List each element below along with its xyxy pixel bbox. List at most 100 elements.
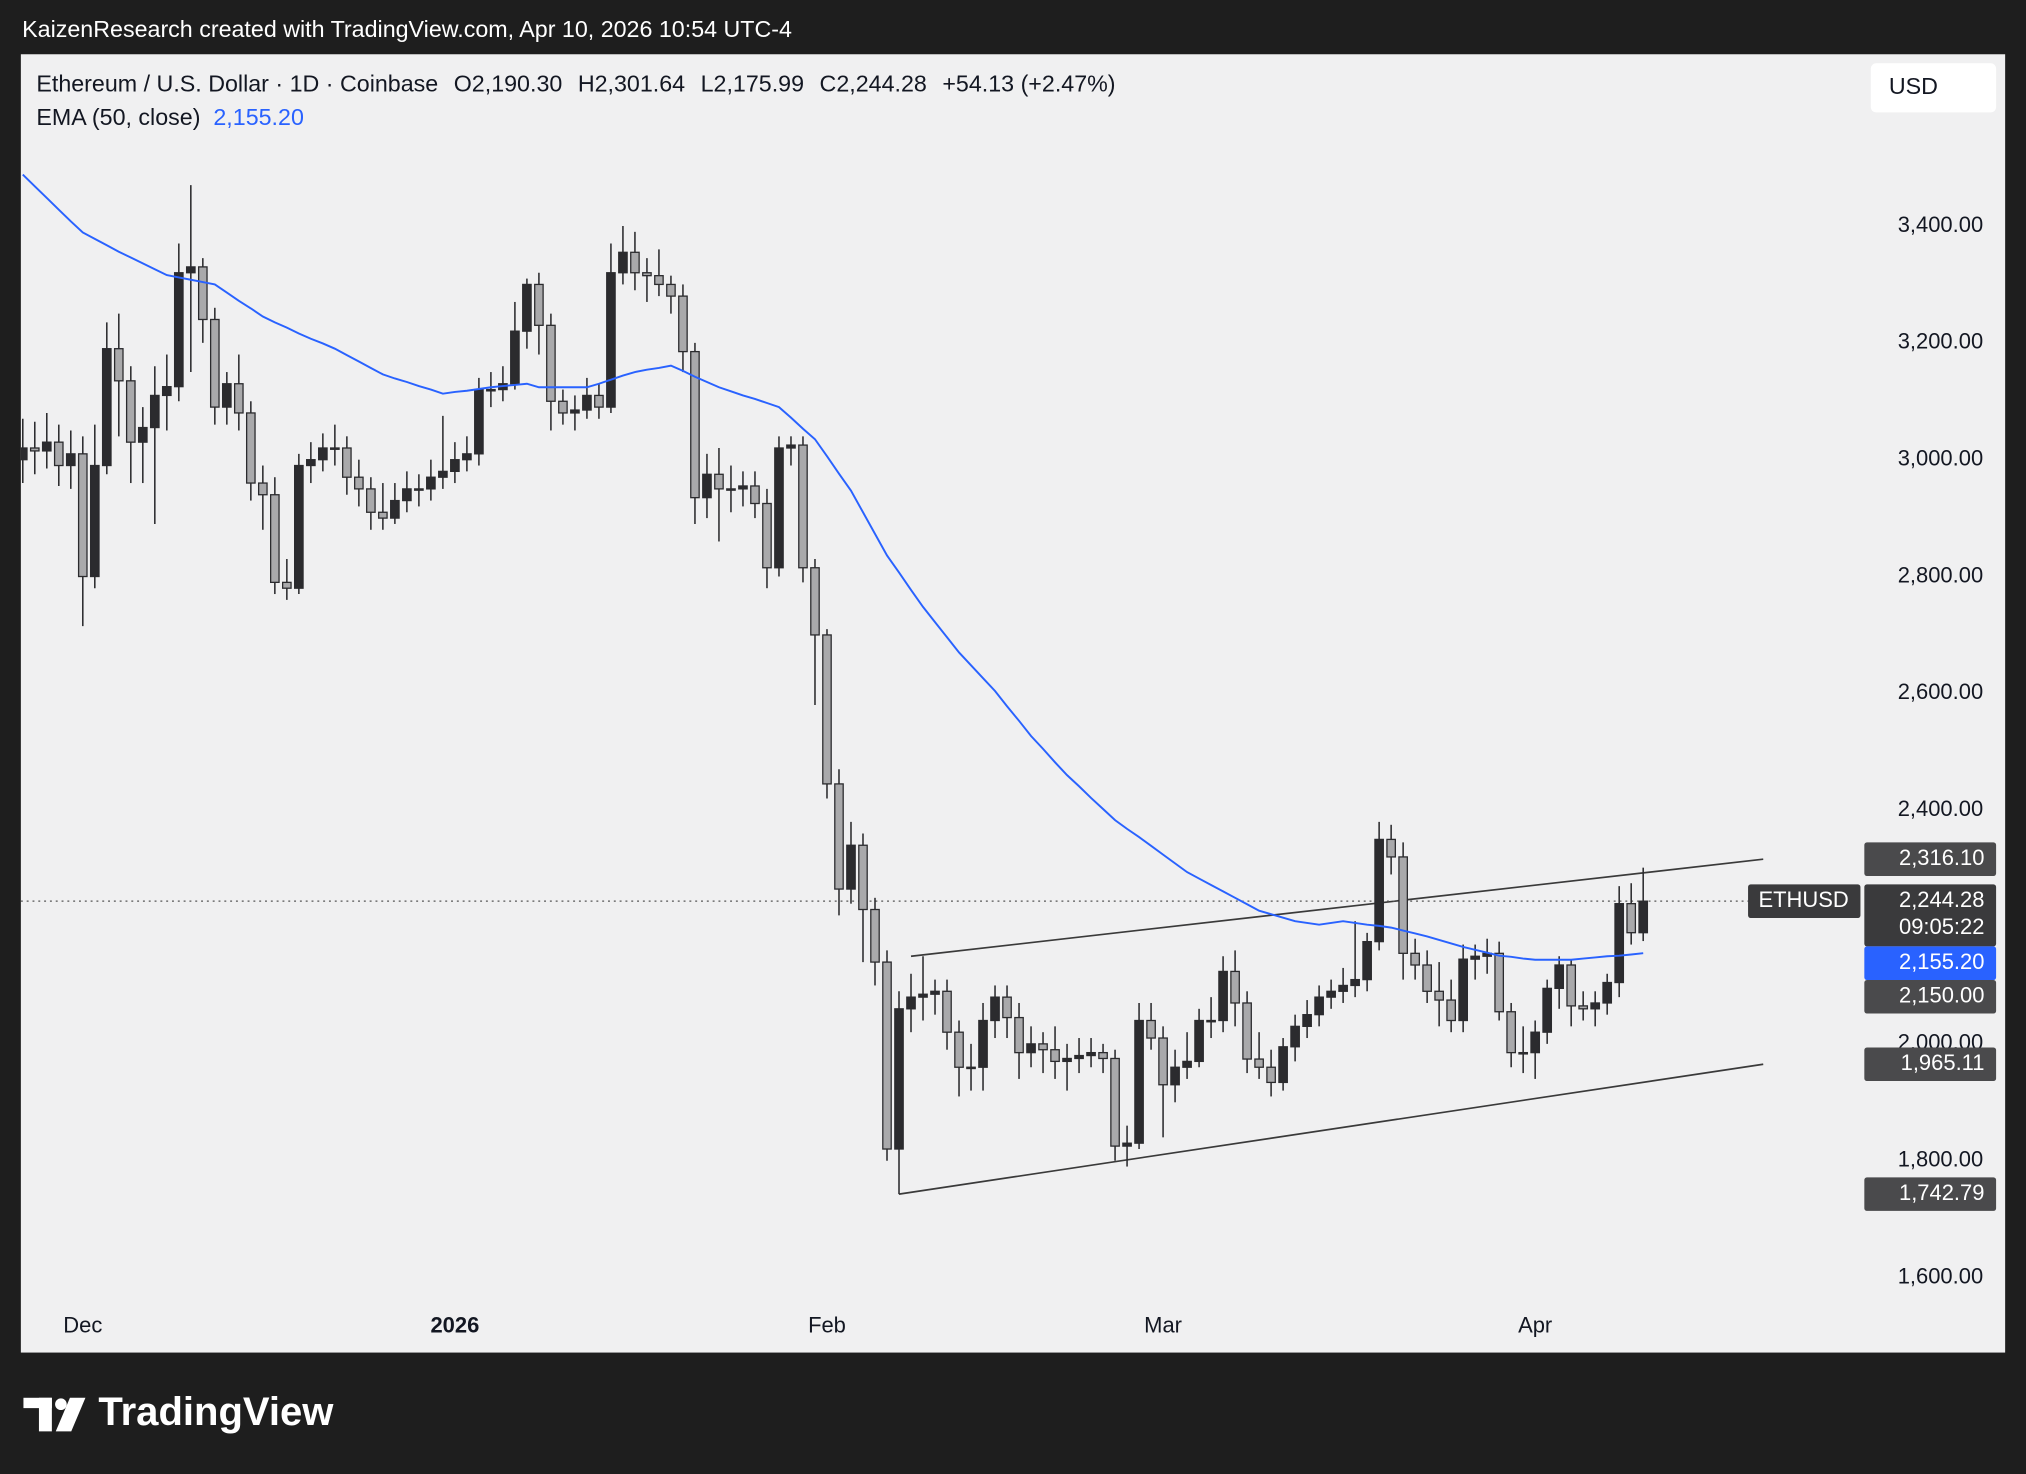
candle-body (77, 453, 88, 578)
candle-body (606, 272, 616, 408)
candle-body (810, 567, 820, 636)
candle-body (1350, 978, 1360, 987)
candle-body (1170, 1066, 1180, 1086)
candle-body (570, 409, 580, 414)
candle-body (1110, 1057, 1120, 1147)
logo-part (23, 1397, 52, 1409)
candle-body (918, 993, 928, 998)
candle-body (1146, 1019, 1156, 1039)
candle-body (894, 1008, 904, 1150)
candle-body (113, 348, 124, 382)
candle-body (1050, 1049, 1060, 1063)
candle-body (1578, 1005, 1589, 1010)
y-tick-label: 3,200.00 (1898, 329, 1983, 354)
brand-name: TradingView (98, 1390, 334, 1434)
candle-body (101, 348, 112, 467)
open-label: O2,190.30 (454, 70, 563, 96)
logo-part (38, 1397, 52, 1432)
candle-body (257, 482, 268, 496)
y-tick-label: 1,800.00 (1898, 1147, 1983, 1172)
candle-body (762, 502, 772, 569)
candle-body (209, 318, 220, 408)
candle-body (1086, 1051, 1096, 1057)
candle-body (1638, 900, 1649, 934)
candle-body (786, 444, 796, 449)
candle-body (1506, 1011, 1517, 1054)
trendline (910, 858, 1764, 958)
y-tick-label: 2,400.00 (1898, 796, 1983, 821)
symbol-label-box (1748, 884, 1861, 918)
trend-price-label: 2,150.00 (1864, 979, 1997, 1014)
candle-body (750, 485, 760, 505)
candle-body (366, 488, 376, 513)
candle-body (185, 266, 196, 274)
logo-part (55, 1398, 67, 1411)
y-tick-label: 3,400.00 (1898, 212, 1983, 237)
candle-body (618, 251, 628, 274)
price-label-box (1864, 979, 1997, 1014)
candle-body (294, 464, 304, 589)
candle-body (1038, 1043, 1048, 1051)
candle-body (690, 350, 700, 499)
top-bar: KaizenResearch created with TradingView.… (22, 16, 792, 42)
trendline (898, 1063, 1764, 1195)
candle-body (197, 266, 208, 321)
currency-button[interactable] (1870, 63, 1997, 113)
candle-body (1626, 903, 1637, 934)
candle-body (702, 473, 712, 499)
price-label-box (1864, 1047, 1997, 1082)
candle-body (1518, 1051, 1529, 1055)
candle-body (149, 394, 160, 429)
trend-price-label: 1,742.79 (1864, 1177, 1997, 1211)
candle-body (1446, 999, 1456, 1022)
candle-body (1134, 1019, 1144, 1144)
price-label-text: 1,965.11 (1901, 1050, 1985, 1075)
candle-body (954, 1031, 964, 1068)
candle-body (978, 1019, 988, 1068)
candle-body (1194, 1019, 1204, 1063)
change-label: +54.13 (+2.47%) (942, 70, 1115, 96)
candle-body (726, 488, 736, 491)
candle-body (1302, 1014, 1312, 1027)
candle-body (245, 412, 256, 484)
candle-body (1614, 903, 1625, 984)
countdown-text: 09:05:22 (1899, 914, 1984, 939)
price-label-box (1864, 946, 1997, 980)
candle-body (306, 459, 316, 467)
candle-body (630, 251, 640, 274)
candle-body (1458, 958, 1468, 1022)
trend-price-label: 2,316.10 (1864, 842, 1997, 877)
candle-body (1230, 970, 1240, 1004)
candle-body (1602, 981, 1613, 1004)
candle-body (1242, 1002, 1252, 1060)
candle-body (161, 386, 172, 397)
candle-body (558, 400, 568, 414)
candle-body (774, 447, 784, 569)
symbol-title: Ethereum / U.S. Dollar · 1D · Coinbase (36, 70, 438, 96)
candle-body (654, 275, 664, 286)
candle-body (1002, 996, 1012, 1019)
candle-body (173, 272, 184, 388)
candle-body (137, 426, 148, 443)
candle-body (1074, 1054, 1084, 1060)
candle-body (1278, 1046, 1288, 1084)
currency-label[interactable]: USD (1889, 73, 1938, 99)
x-tick-label: Dec (63, 1313, 102, 1338)
candle-body (125, 380, 136, 443)
candle-body (41, 441, 52, 452)
candle-body (318, 447, 328, 461)
chart-panel (20, 54, 2006, 1353)
candle-body (906, 996, 916, 1010)
price-label-box (1864, 884, 1997, 947)
candle-body (1410, 952, 1420, 966)
candle-body (714, 473, 724, 490)
candle-body (53, 441, 64, 467)
candle-body (858, 844, 868, 911)
candle-body (426, 476, 436, 490)
candle-body (1122, 1142, 1132, 1147)
candle-body (1182, 1060, 1192, 1068)
candle-body (846, 844, 856, 890)
candle-body (1566, 964, 1577, 1007)
